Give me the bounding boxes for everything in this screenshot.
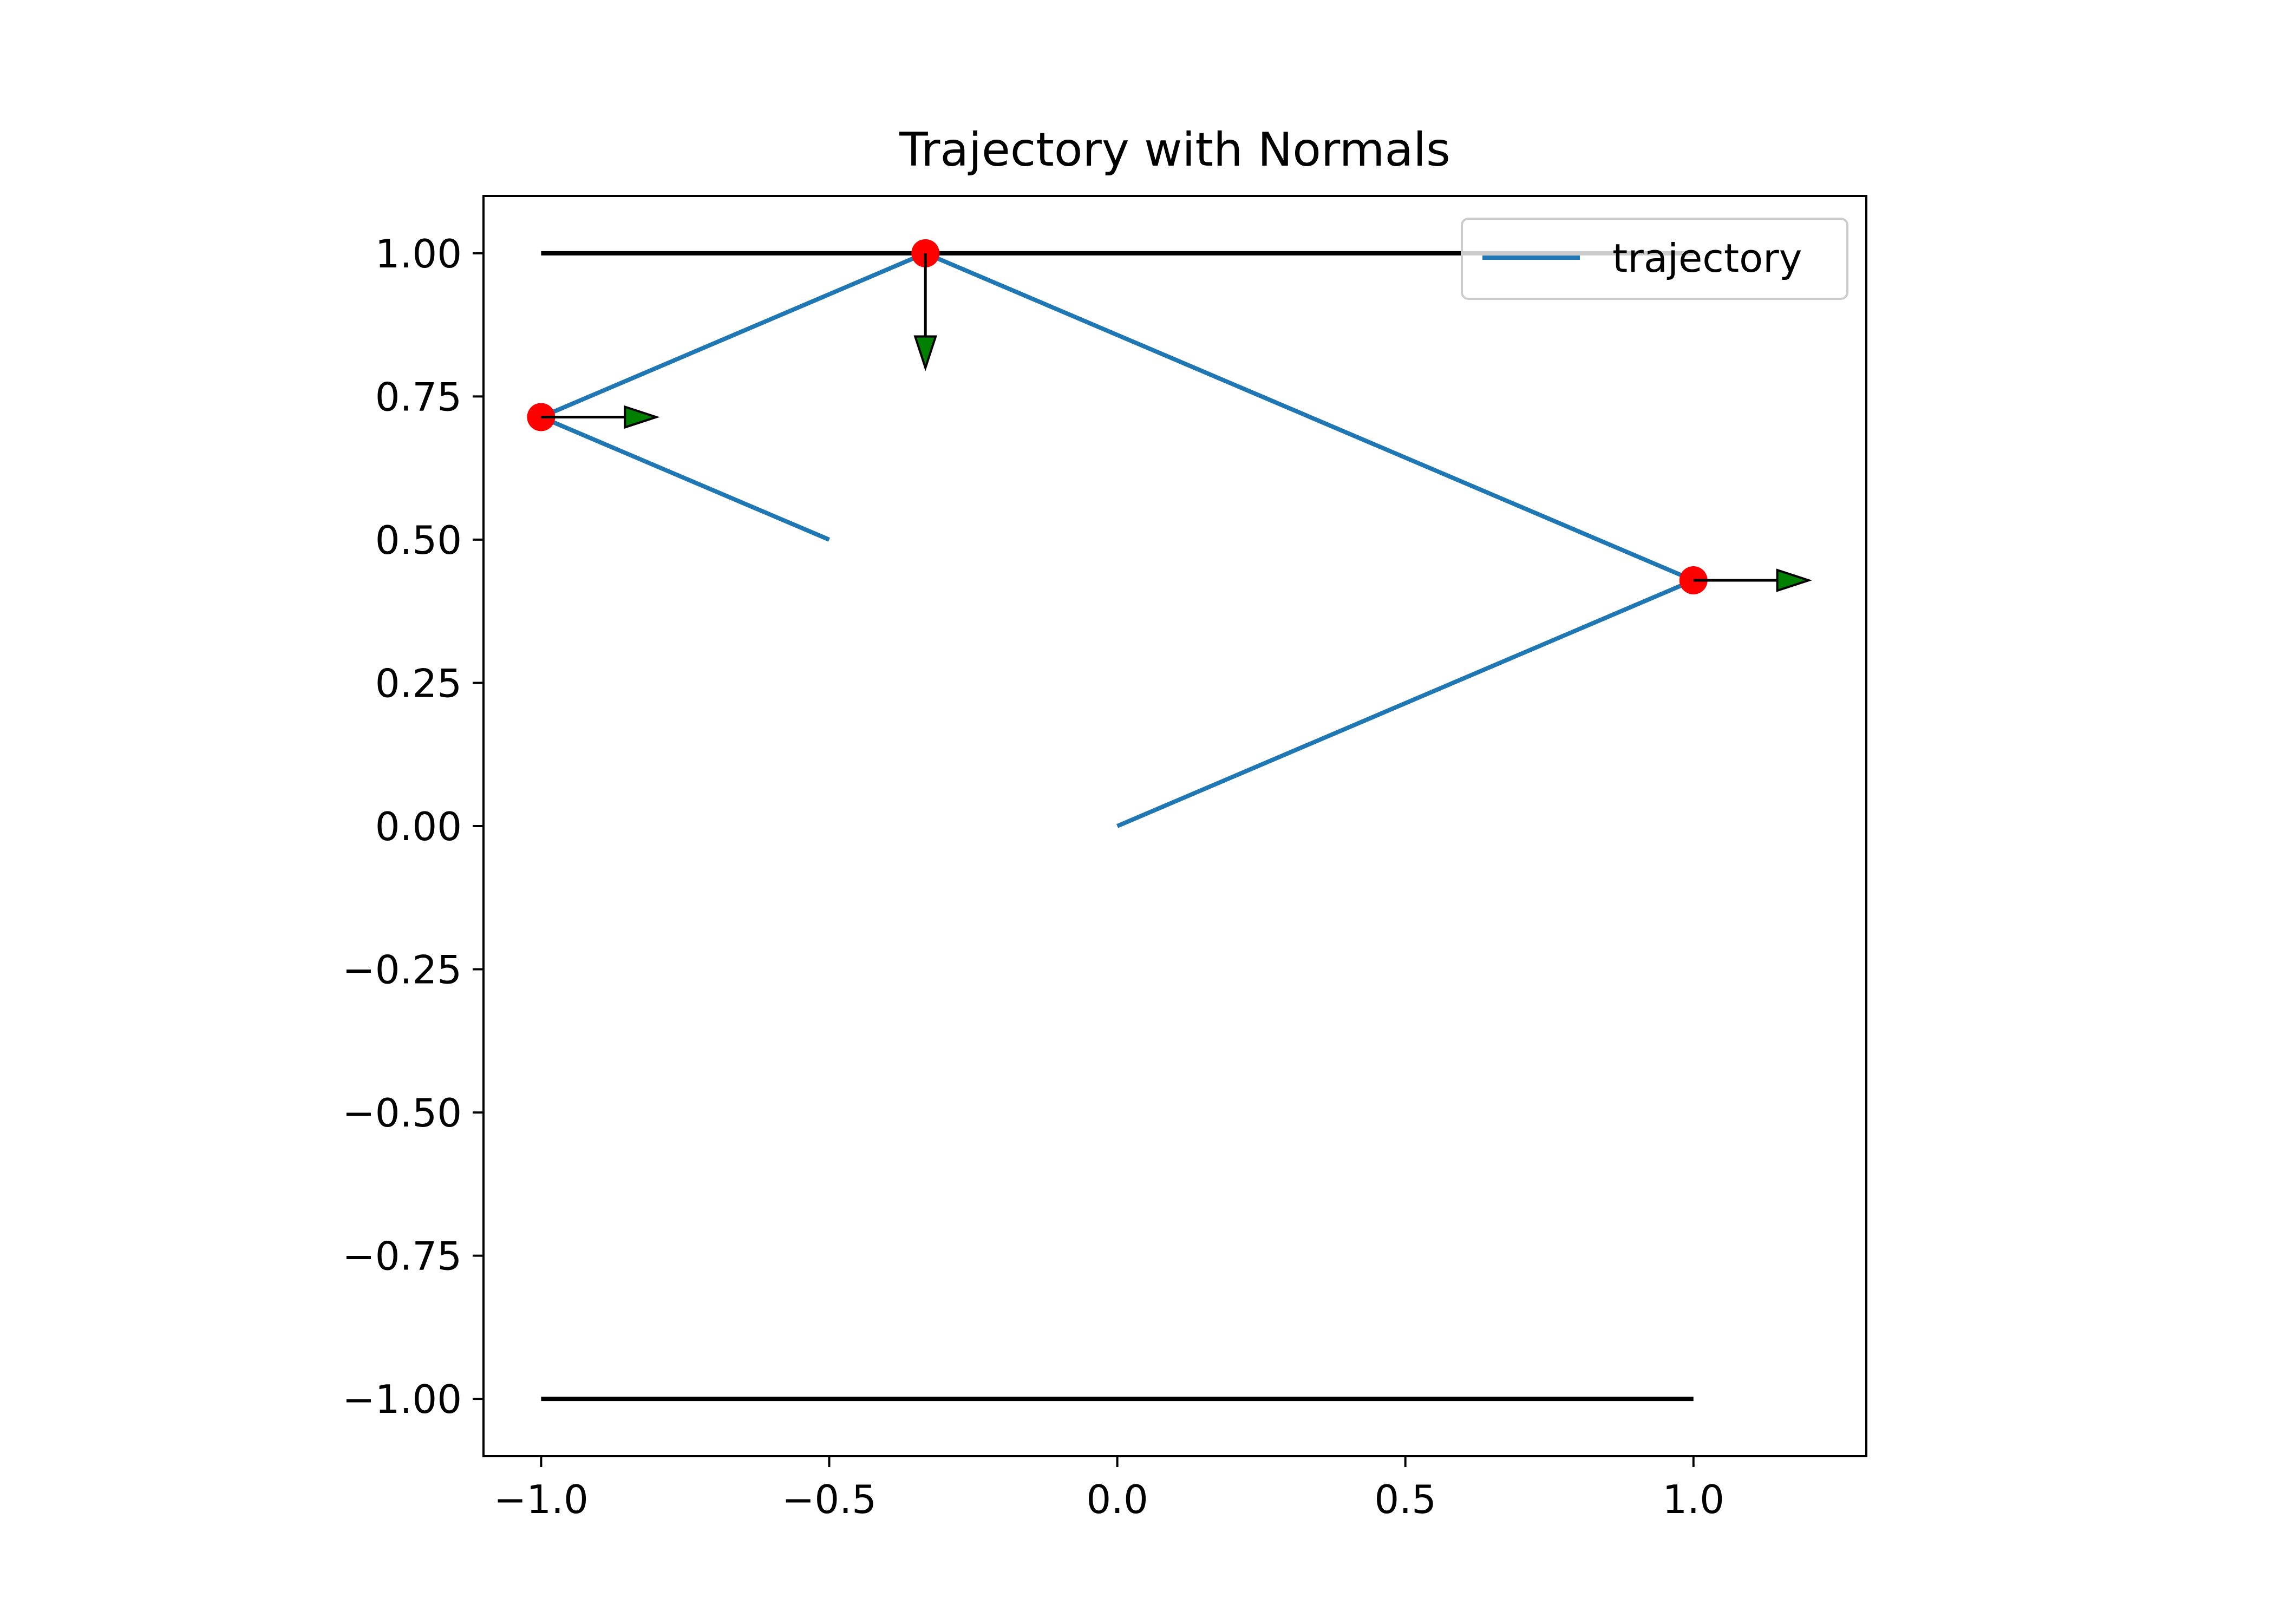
normal-arrow [1693, 568, 1813, 592]
axis-ticks: −1.0 −0.5 0.0 0.5 1.0 1.00 0.75 0.50 0.25 0.00 −0.… [342, 231, 1724, 1522]
normal-arrow [541, 405, 660, 429]
x-tick-label: 0.0 [1086, 1477, 1148, 1522]
legend-box [1461, 218, 1848, 300]
y-tick-label: −0.75 [342, 1234, 462, 1279]
normal-arrow [913, 253, 937, 371]
x-tick-label: 0.5 [1374, 1477, 1436, 1522]
x-tick-label: 1.0 [1662, 1477, 1724, 1522]
normal-arrow-head [624, 405, 660, 429]
y-tick-label: 1.00 [375, 231, 462, 277]
x-tick-label: −1.0 [494, 1477, 589, 1522]
y-tick-label: −0.50 [342, 1090, 462, 1136]
chart-title: Trajectory with Normals [899, 123, 1450, 177]
legend: trajectory [1461, 218, 1848, 300]
y-tick-label: 0.25 [375, 660, 462, 706]
y-tick-label: 0.50 [375, 518, 462, 563]
normal-arrow-head [1776, 568, 1813, 592]
y-tick-label: −1.00 [342, 1377, 462, 1422]
legend-label-trajectory: trajectory [1612, 235, 1802, 281]
normal-arrow-head [913, 335, 937, 371]
x-tick-label: −0.5 [782, 1477, 877, 1522]
y-tick-label: −0.25 [342, 947, 462, 993]
y-tick-label: 0.75 [375, 374, 462, 420]
y-tick-label: 0.00 [375, 804, 462, 849]
